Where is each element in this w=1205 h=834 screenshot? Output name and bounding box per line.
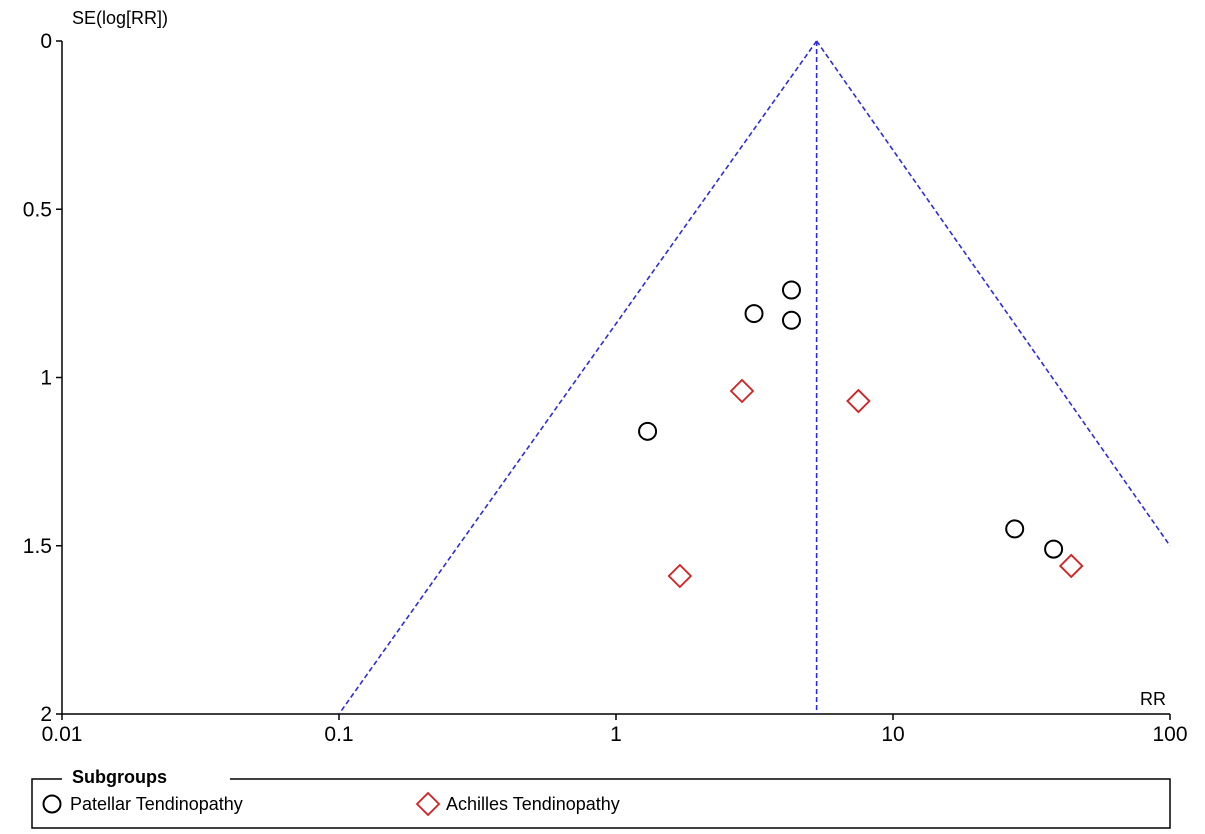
funnel-right-line [815, 40, 1171, 547]
y-axis-title: SE(log[RR]) [72, 8, 168, 28]
legend-marker-achilles [415, 791, 441, 817]
funnel-left-line [338, 40, 818, 715]
patellar-point [638, 421, 658, 441]
patellar-point [1044, 539, 1064, 559]
x-tick-label: 0.01 [42, 723, 83, 746]
patellar-point [744, 304, 764, 324]
data-points [638, 280, 1084, 589]
legend-title-bg [62, 766, 230, 788]
legend-marker-patellar [42, 794, 62, 814]
x-tick-label: 0.1 [324, 723, 353, 746]
legend-title: Subgroups [72, 767, 167, 787]
x-tick-label: 1 [610, 723, 622, 746]
legend-items: Patellar Tendinopathy Achilles Tendinopat… [42, 791, 620, 817]
y-tick-label: 1.5 [23, 535, 52, 558]
patellar-point [781, 280, 801, 300]
y-tick-label: 2 [40, 703, 52, 726]
x-axis-title: RR [1140, 689, 1166, 709]
funnel-lines [338, 40, 1171, 715]
x-tick-label: 10 [881, 723, 904, 746]
y-tick-label: 0.5 [23, 198, 52, 221]
y-tick-label: 0 [40, 30, 52, 53]
achilles-point [1058, 553, 1084, 579]
achilles-point [667, 563, 693, 589]
legend-label-patellar: Patellar Tendinopathy [70, 794, 243, 814]
legend-box [31, 778, 1171, 829]
achilles-point [729, 378, 755, 404]
y-tick-label: 1 [40, 367, 52, 390]
axes: 0 0.5 1 1.5 20.01 0.1 1 10 100 [23, 30, 1188, 746]
x-tick-label: 100 [1152, 723, 1187, 746]
patellar-point [781, 310, 801, 330]
legend: Subgroups Patellar Tendinopathy Achilles … [31, 766, 1171, 829]
patellar-point [1005, 519, 1025, 539]
achilles-point [846, 388, 871, 414]
legend-label-achilles: Achilles Tendinopathy [446, 794, 620, 814]
